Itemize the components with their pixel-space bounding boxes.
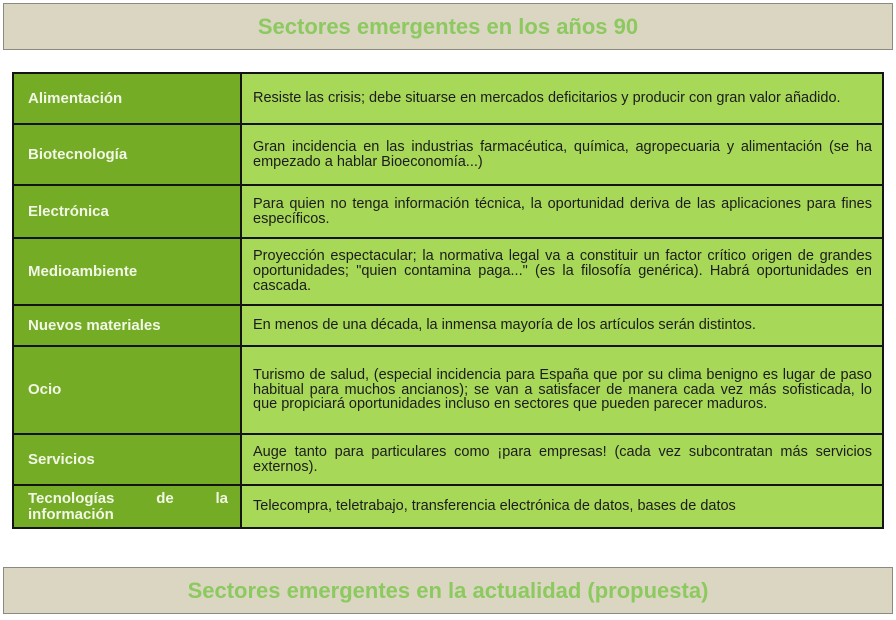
description-text: Gran incidencia en las industrias farmac… (253, 138, 872, 170)
description-text: Auge tanto para particulares como ¡para … (253, 443, 872, 475)
top-banner: Sectores emergentes en los años 90 (3, 3, 893, 50)
sector-cell: Medioambiente (14, 239, 242, 304)
sector-label: Nuevos materiales (28, 316, 161, 334)
table-row: Electrónica Para quien no tenga informac… (14, 184, 882, 237)
table-row: Alimentación Resiste las crisis; debe si… (14, 74, 882, 123)
bottom-banner-title: Sectores emergentes en la actualidad (pr… (187, 577, 709, 603)
description-cell: Proyección espectacular; la normativa le… (242, 239, 882, 304)
sector-label: Medioambiente (28, 262, 138, 280)
table-row: Nuevos materiales En menos de una década… (14, 304, 882, 345)
bottom-banner: Sectores emergentes en la actualidad (pr… (3, 567, 893, 614)
sector-label: Alimentación (28, 89, 123, 107)
sector-label: Biotecnología (28, 145, 128, 163)
sector-label: Tecnologías de la información (28, 489, 228, 523)
sectors-table-body: Alimentación Resiste las crisis; debe si… (14, 74, 882, 527)
description-text: Para quien no tenga información técnica,… (253, 195, 872, 227)
sector-label: Ocio (28, 381, 62, 399)
sector-label: Servicios (28, 450, 95, 468)
description-cell: Gran incidencia en las industrias farmac… (242, 125, 882, 184)
table-row: Tecnologías de la información Telecompra… (14, 484, 882, 527)
sector-cell: Electrónica (14, 186, 242, 237)
description-text: Turismo de salud, (especial incidencia p… (253, 366, 872, 413)
sector-cell: Ocio (14, 347, 242, 433)
top-banner-title: Sectores emergentes en los años 90 (257, 13, 639, 39)
emerging-sectors-table: Alimentación Resiste las crisis; debe si… (12, 72, 884, 529)
sector-cell: Biotecnología (14, 125, 242, 184)
description-cell: En menos de una década, la inmensa mayor… (242, 306, 882, 345)
sector-cell: Servicios (14, 435, 242, 484)
description-cell: Resiste las crisis; debe situarse en mer… (242, 74, 882, 123)
description-cell: Para quien no tenga información técnica,… (242, 186, 882, 237)
table-row: Ocio Turismo de salud, (especial inciden… (14, 345, 882, 433)
sector-cell: Nuevos materiales (14, 306, 242, 345)
description-text: Proyección espectacular; la normativa le… (253, 248, 872, 294)
description-text: En menos de una década, la inmensa mayor… (253, 317, 756, 334)
sector-cell: Alimentación (14, 74, 242, 123)
description-text: Resiste las crisis; debe situarse en mer… (253, 90, 841, 107)
description-cell: Turismo de salud, (especial incidencia p… (242, 347, 882, 433)
description-cell: Telecompra, teletrabajo, transferencia e… (242, 486, 882, 527)
sector-label: Electrónica (28, 202, 109, 220)
sector-cell: Tecnologías de la información (14, 486, 242, 527)
description-cell: Auge tanto para particulares como ¡para … (242, 435, 882, 484)
table-row: Biotecnología Gran incidencia en las ind… (14, 123, 882, 184)
description-text: Telecompra, teletrabajo, transferencia e… (253, 498, 736, 515)
table-row: Medioambiente Proyección espectacular; l… (14, 237, 882, 304)
table-row: Servicios Auge tanto para particulares c… (14, 433, 882, 484)
